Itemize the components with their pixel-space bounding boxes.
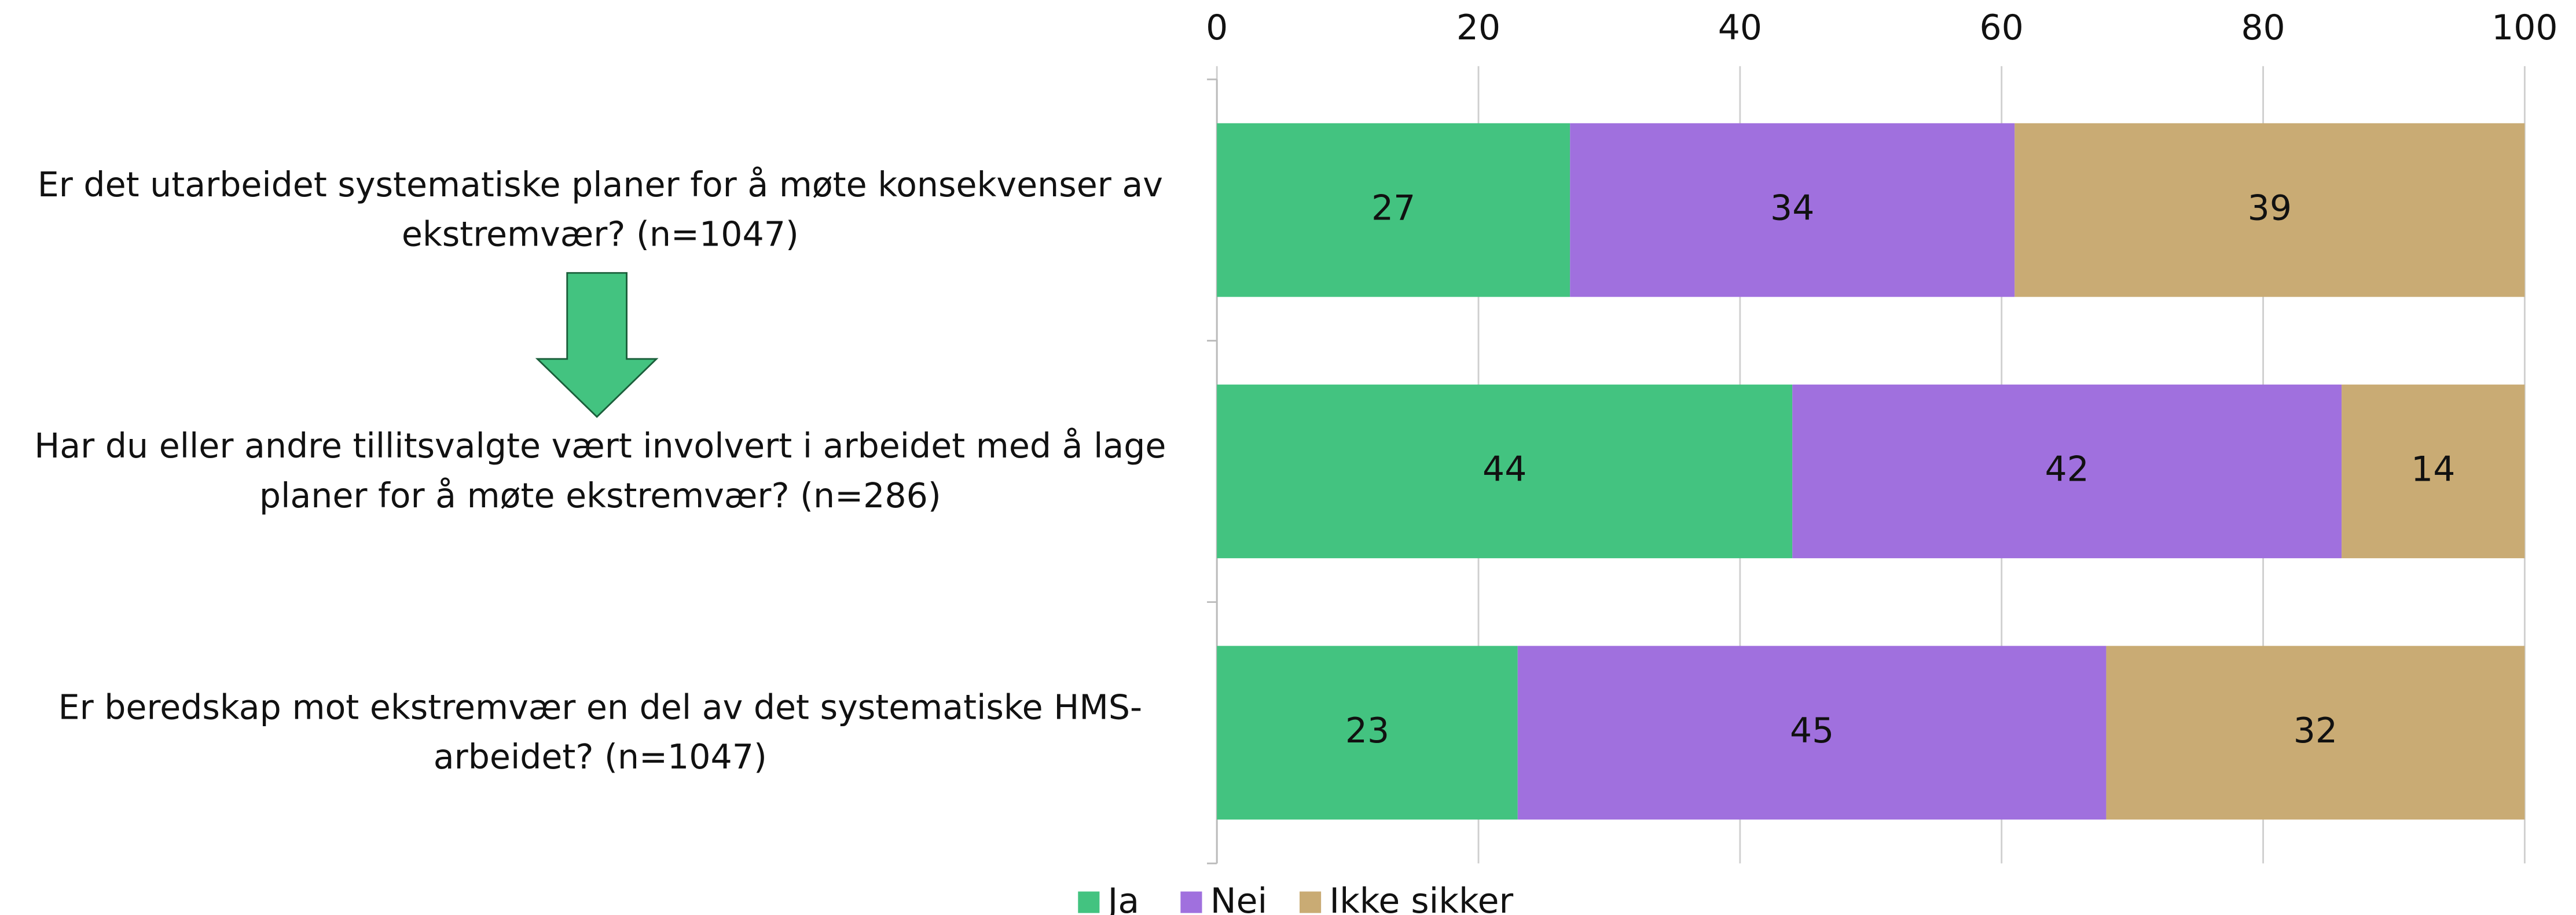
- x-tick-label: 40: [1718, 8, 1762, 48]
- value-label: 32: [2294, 711, 2338, 751]
- x-tick-label: 80: [2241, 8, 2285, 48]
- bar-segment: [1517, 646, 2107, 820]
- category-label: Har du eller andre tillitsvalgte vært in…: [34, 426, 1166, 466]
- legend-label: Nei: [1210, 881, 1267, 915]
- bar-segment: [1217, 646, 1518, 820]
- category-label: ekstremvær? (n=1047): [402, 215, 799, 254]
- legend-swatch: [1180, 891, 1202, 913]
- category-label: Er det utarbeidet systematiske planer fo…: [38, 165, 1163, 204]
- value-label: 39: [2248, 188, 2292, 228]
- bar-segment: [1570, 123, 2015, 297]
- value-label: 23: [1345, 711, 1389, 751]
- bar-segment: [1217, 123, 1570, 297]
- legend-label: Ikke sikker: [1329, 881, 1513, 915]
- arrow: [535, 272, 659, 418]
- bar-segment: [1217, 385, 1793, 558]
- value-label: 42: [2045, 449, 2089, 490]
- value-label: 27: [1371, 188, 1415, 228]
- bar-segment: [1792, 385, 2342, 558]
- x-tick-label: 0: [1206, 8, 1228, 48]
- x-tick-label: 60: [1980, 8, 2024, 48]
- x-tick-label: 100: [2491, 8, 2557, 48]
- bar-segment: [2106, 646, 2525, 820]
- value-label: 44: [1483, 449, 1526, 490]
- value-label: 45: [1790, 711, 1834, 751]
- bar-segment: [2014, 123, 2525, 297]
- category-label: arbeidet? (n=1047): [434, 737, 767, 777]
- legend-swatch: [1299, 891, 1322, 913]
- category-label: Er beredskap mot ekstremvær en del av de…: [58, 687, 1143, 727]
- category-label: planer for å møte ekstremvær? (n=286): [259, 476, 941, 515]
- bar-segment: [2342, 385, 2525, 558]
- x-tick-label: 20: [1456, 8, 1500, 48]
- value-label: 34: [1770, 188, 1814, 228]
- value-label: 14: [2411, 449, 2455, 490]
- legend-swatch: [1078, 891, 1100, 913]
- legend-label: Ja: [1106, 881, 1139, 915]
